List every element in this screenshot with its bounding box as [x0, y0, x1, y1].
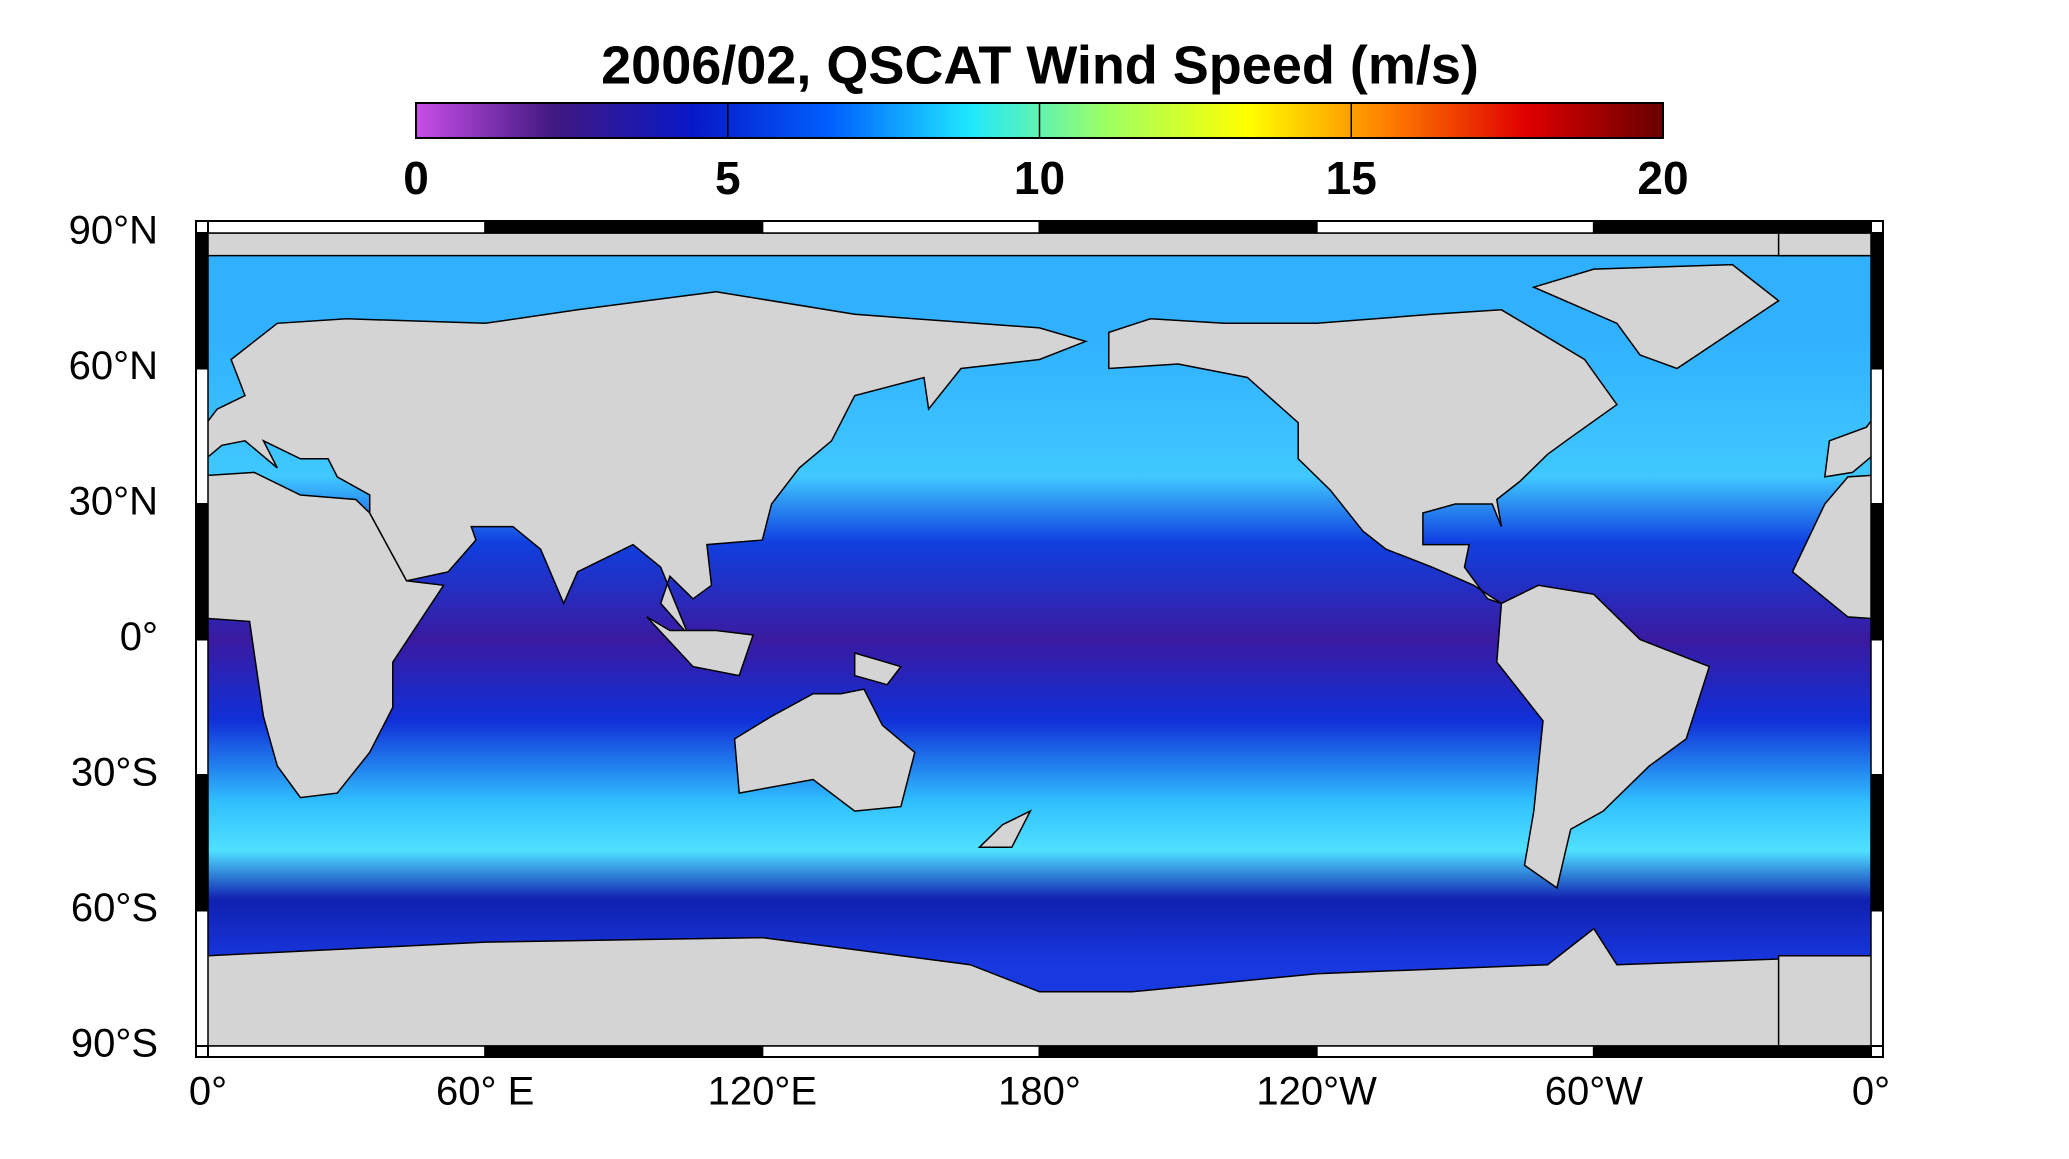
colorbar-tick-label: 10	[1014, 152, 1065, 204]
frame-bar	[1593, 221, 1871, 233]
landmass	[208, 290, 1089, 636]
frame-bar	[485, 221, 763, 233]
landmass	[977, 809, 1032, 849]
frame-bar	[1039, 221, 1317, 233]
y-tick-label: 0°	[120, 615, 158, 659]
landmass	[208, 471, 445, 799]
map-content	[0, 233, 1871, 1046]
frame-bar	[196, 775, 208, 911]
colorbar-tick-label: 20	[1637, 152, 1688, 204]
y-tick-label: 90°S	[71, 1022, 158, 1066]
landmass	[208, 927, 1871, 1046]
landmass	[1777, 954, 1871, 1046]
colorbar-tick-label: 0	[403, 152, 429, 204]
landmass	[1531, 263, 1780, 370]
x-tick-label: 180°	[998, 1070, 1081, 1114]
x-tick-label: 0°	[1852, 1070, 1890, 1114]
y-tick-label: 60°S	[71, 886, 158, 930]
landmass	[733, 688, 916, 812]
frame-bar	[1039, 1046, 1317, 1057]
landmass	[1108, 309, 1618, 605]
frame-bar	[196, 233, 208, 369]
y-tick-label: 90°N	[69, 209, 158, 253]
landmass	[1823, 419, 1871, 478]
landmass	[853, 651, 903, 686]
y-tick-label: 30°N	[69, 480, 158, 524]
x-tick-label: 120°W	[1256, 1070, 1377, 1114]
x-tick-label: 60° E	[436, 1070, 534, 1114]
landmass	[1777, 233, 1871, 257]
frame-bar	[196, 504, 208, 640]
x-tick-label: 120°E	[708, 1070, 817, 1114]
landmass	[0, 585, 46, 888]
landmass	[1496, 584, 1711, 890]
frame-bar	[1593, 1046, 1871, 1057]
map-area: 0° 60° E 120°E 180° 120°W 60°W 0° 90°S 60°S 30°S 0…	[0, 209, 1891, 1114]
landmass	[1791, 474, 1871, 620]
colorbar-tick-label: 15	[1326, 152, 1377, 204]
x-tick-label: 0°	[189, 1070, 227, 1114]
y-tick-label: 60°N	[69, 344, 158, 388]
map-border	[207, 232, 1872, 1047]
landmass	[208, 233, 1871, 257]
x-tick-label: 60°W	[1545, 1070, 1643, 1114]
frame-bar	[1871, 775, 1883, 911]
y-tick-label: 30°S	[71, 751, 158, 795]
chart-title: 2006/02, QSCAT Wind Speed (m/s)	[601, 35, 1479, 95]
colorbar-tick-label: 5	[715, 152, 741, 204]
frame-bar	[485, 1046, 763, 1057]
landmass	[646, 616, 755, 677]
frame-bar	[1871, 504, 1883, 640]
frame-bar	[1871, 233, 1883, 369]
colorbar: 0 5 10 15 20	[403, 102, 1689, 204]
